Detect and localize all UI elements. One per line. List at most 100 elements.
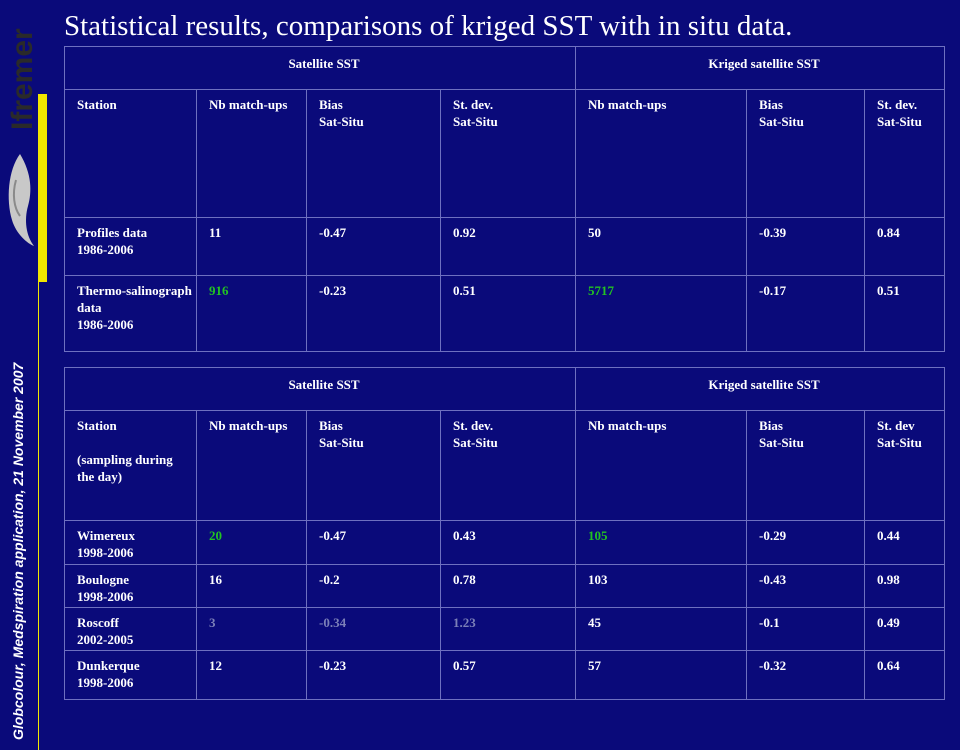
stdev-kriged-cell: 0.49	[864, 607, 946, 651]
stdev-kriged-cell: 0.51	[864, 275, 946, 352]
col-header-bias-label: Bias	[319, 418, 343, 433]
dolphin-logo-icon	[8, 154, 34, 246]
table-row: Wimereux 1998-2006 20 -0.47 0.43 105 -0.2…	[64, 520, 946, 565]
group-header-kriged: Kriged satellite SST	[575, 367, 946, 411]
stdev-cell: 0.92	[439, 217, 577, 276]
col-header-station-note: (sampling during the day)	[77, 452, 173, 484]
bias-cell: -0.23	[306, 275, 441, 352]
col-header-nb2-label: Nb match-ups	[588, 97, 667, 112]
slide-title: Statistical results, comparisons of krig…	[64, 10, 793, 42]
nb-cell: 11	[196, 217, 307, 276]
col-header-bias2-sub: Sat-Situ	[759, 114, 804, 129]
col-header-bias2-sub: Sat-Situ	[759, 435, 804, 450]
col-header-stdev-label: St. dev.	[453, 97, 494, 112]
col-header-stdev-kriged: St. dev Sat-Situ	[864, 410, 946, 521]
table-row: Roscoff 2002-2005 3 -0.34 1.23 45 -0.1 0.…	[64, 607, 946, 651]
station-cell: Dunkerque 1998-2006	[64, 650, 197, 700]
col-header-stdev-label: St. dev.	[453, 418, 494, 433]
station-name: Dunkerque	[77, 658, 140, 673]
bias-cell: -0.23	[306, 650, 441, 700]
bias-cell: -0.47	[306, 520, 441, 565]
station-period: 1998-2006	[77, 589, 134, 604]
col-header-nb-matchups-kriged: Nb match-ups	[575, 89, 748, 218]
results-table-1: Satellite SST Kriged satellite SST Stati…	[63, 46, 946, 352]
table-row: Boulogne 1998-2006 16 -0.2 0.78 103 -0.43…	[64, 564, 946, 608]
station-name: Wimereux	[77, 528, 136, 543]
column-header-row: Station (sampling during the day) Nb matc…	[64, 410, 946, 521]
col-header-stdev: St. dev. Sat-Situ	[439, 89, 577, 218]
col-header-bias-sub: Sat-Situ	[319, 114, 364, 129]
station-name: Profiles data	[77, 225, 148, 240]
table-row: Profiles data 1986-2006 11 -0.47 0.92 50 …	[64, 217, 946, 276]
bias-kriged-cell: -0.29	[746, 520, 866, 565]
station-cell: Wimereux 1998-2006	[64, 520, 197, 565]
col-header-station-label: Station	[77, 97, 117, 112]
col-header-nb-label: Nb match-ups	[209, 418, 288, 433]
col-header-station: Station (sampling during the day)	[64, 410, 197, 521]
yellow-stripe	[38, 94, 47, 282]
bias-kriged-cell: -0.39	[746, 217, 866, 276]
nb-cell: 3	[196, 607, 307, 651]
nb-kriged-cell: 45	[575, 607, 748, 651]
col-header-bias-label: Bias	[319, 97, 343, 112]
bias-kriged-cell: -0.17	[746, 275, 866, 352]
bias-kriged-cell: -0.43	[746, 564, 866, 608]
group-header-satellite: Satellite SST	[63, 46, 577, 90]
col-header-nb-matchups: Nb match-ups	[196, 89, 307, 218]
stdev-cell: 0.57	[439, 650, 577, 700]
nb-kriged-cell: 105	[575, 520, 748, 565]
col-header-nb-matchups: Nb match-ups	[196, 410, 307, 521]
station-period: 1986-2006	[77, 317, 134, 332]
nb-kriged-cell: 50	[575, 217, 748, 276]
stdev-kriged-cell: 0.64	[864, 650, 946, 700]
table-row: Dunkerque 1998-2006 12 -0.23 0.57 57 -0.3…	[64, 650, 946, 700]
stdev-cell: 0.43	[439, 520, 577, 565]
col-header-bias-kriged: Bias Sat-Situ	[746, 410, 866, 521]
col-header-stdev-kriged: St. dev. Sat-Situ	[864, 89, 946, 218]
nb-kriged-cell: 5717	[575, 275, 748, 352]
stdev-cell: 1.23	[439, 607, 577, 651]
station-name: Thermo-salinograph data	[77, 283, 192, 315]
col-header-stdev-sub: Sat-Situ	[453, 435, 498, 450]
col-header-bias2-label: Bias	[759, 97, 783, 112]
ifremer-logo: Ifremer	[0, 28, 44, 290]
station-cell: Boulogne 1998-2006	[64, 564, 197, 608]
table-row: Thermo-salinograph data 1986-2006 916 -0.…	[64, 275, 946, 352]
col-header-bias-kriged: Bias Sat-Situ	[746, 89, 866, 218]
stdev-kriged-cell: 0.84	[864, 217, 946, 276]
col-header-station: Station	[64, 89, 197, 218]
station-cell: Thermo-salinograph data 1986-2006	[64, 275, 197, 352]
stdev-cell: 0.51	[439, 275, 577, 352]
nb-kriged-cell: 103	[575, 564, 748, 608]
nb-cell: 20	[196, 520, 307, 565]
col-header-sd2-label: St. dev Sat-Situ	[877, 418, 922, 450]
vertical-caption: Globcolour, Medspiration application, 21…	[10, 362, 26, 740]
station-name: Boulogne	[77, 572, 130, 587]
station-period: 2002-2005	[77, 632, 134, 647]
col-header-station-label: Station	[77, 418, 117, 433]
col-header-nb2-label: Nb match-ups	[588, 418, 667, 433]
nb-kriged-cell: 57	[575, 650, 748, 700]
nb-cell: 16	[196, 564, 307, 608]
ifremer-logo-text: Ifremer	[6, 28, 39, 130]
nb-cell: 12	[196, 650, 307, 700]
col-header-nb-label: Nb match-ups	[209, 97, 288, 112]
col-header-bias2-label: Bias	[759, 418, 783, 433]
nb-cell: 916	[196, 275, 307, 352]
stdev-kriged-cell: 0.98	[864, 564, 946, 608]
stdev-cell: 0.78	[439, 564, 577, 608]
group-header-row: Satellite SST Kriged satellite SST	[63, 367, 946, 411]
col-header-stdev-sub: Sat-Situ	[453, 114, 498, 129]
bias-cell: -0.34	[306, 607, 441, 651]
column-header-row: Station Nb match-ups Bias Sat-Situ St. de…	[64, 89, 946, 218]
station-cell: Roscoff 2002-2005	[64, 607, 197, 651]
col-header-sd2-label: St. dev. Sat-Situ	[877, 97, 922, 129]
stdev-kriged-cell: 0.44	[864, 520, 946, 565]
col-header-nb-matchups-kriged: Nb match-ups	[575, 410, 748, 521]
bias-cell: -0.47	[306, 217, 441, 276]
bias-cell: -0.2	[306, 564, 441, 608]
station-name: Roscoff	[77, 615, 119, 630]
station-period: 1986-2006	[77, 242, 134, 257]
yellow-line	[38, 280, 39, 750]
station-cell: Profiles data 1986-2006	[64, 217, 197, 276]
